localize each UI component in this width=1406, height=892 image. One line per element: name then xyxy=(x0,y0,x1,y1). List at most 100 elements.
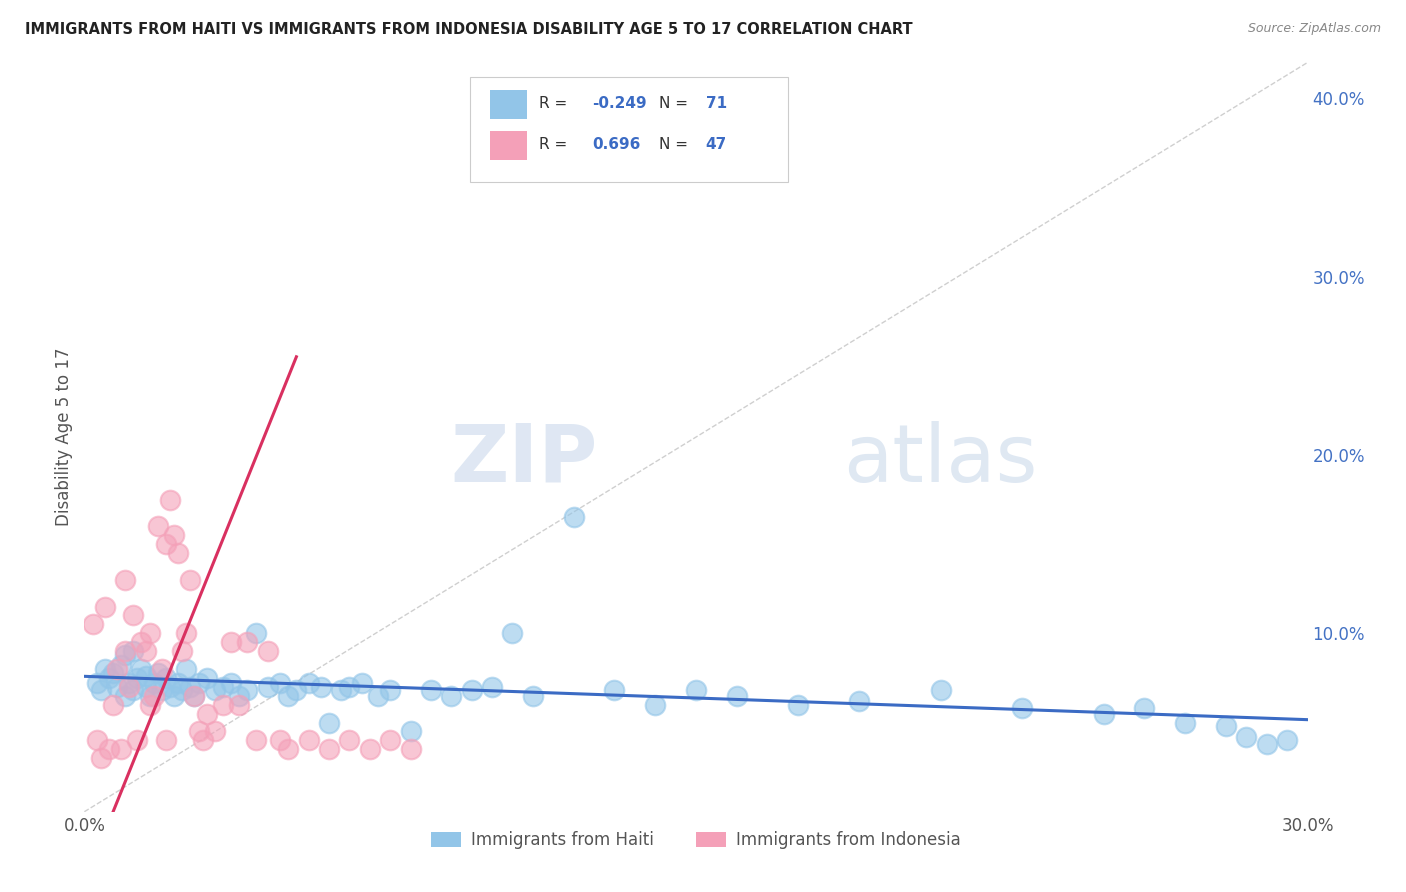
Point xyxy=(219,635,242,649)
Point xyxy=(163,689,186,703)
Point xyxy=(1011,701,1033,715)
Point xyxy=(146,665,169,680)
Point xyxy=(163,528,186,542)
Point xyxy=(725,689,748,703)
Point xyxy=(179,680,201,694)
Text: atlas: atlas xyxy=(842,420,1038,499)
Point xyxy=(277,742,299,756)
Point xyxy=(114,648,136,662)
Point xyxy=(228,698,250,712)
Point xyxy=(380,683,402,698)
Point xyxy=(110,742,132,756)
Point xyxy=(1215,719,1237,733)
Text: -0.249: -0.249 xyxy=(592,96,647,112)
Point xyxy=(138,689,160,703)
Point xyxy=(212,680,235,694)
Point xyxy=(1277,733,1299,747)
FancyBboxPatch shape xyxy=(470,78,787,182)
Point xyxy=(277,689,299,703)
Point xyxy=(118,680,141,694)
Point xyxy=(562,510,585,524)
Point xyxy=(420,683,443,698)
Point xyxy=(135,669,157,683)
Y-axis label: Disability Age 5 to 17: Disability Age 5 to 17 xyxy=(55,348,73,526)
Point xyxy=(118,676,141,690)
Legend: Immigrants from Haiti, Immigrants from Indonesia: Immigrants from Haiti, Immigrants from I… xyxy=(425,824,967,855)
Point xyxy=(298,733,321,747)
FancyBboxPatch shape xyxy=(491,90,527,119)
Point xyxy=(318,742,340,756)
Point xyxy=(1092,706,1115,721)
Point xyxy=(122,608,145,623)
Point xyxy=(131,662,153,676)
Point xyxy=(135,680,157,694)
Text: 71: 71 xyxy=(706,96,727,112)
Point xyxy=(110,658,132,673)
Point xyxy=(285,683,308,698)
Point xyxy=(138,698,160,712)
Point xyxy=(461,683,484,698)
Point xyxy=(90,683,112,698)
Text: 0.696: 0.696 xyxy=(592,137,640,153)
Point xyxy=(212,698,235,712)
Point xyxy=(114,689,136,703)
Point xyxy=(159,680,181,694)
Point xyxy=(127,733,149,747)
Point xyxy=(174,626,197,640)
Point xyxy=(174,662,197,676)
Point xyxy=(204,683,226,698)
Point xyxy=(440,689,463,703)
Point xyxy=(195,671,218,685)
Point xyxy=(269,676,291,690)
Point xyxy=(142,676,165,690)
Point xyxy=(1256,737,1278,751)
Point xyxy=(183,689,205,703)
Point xyxy=(146,519,169,533)
Point xyxy=(236,635,259,649)
FancyBboxPatch shape xyxy=(491,131,527,160)
Point xyxy=(86,676,108,690)
Text: 47: 47 xyxy=(706,137,727,153)
Point xyxy=(195,706,218,721)
Point xyxy=(135,644,157,658)
Point xyxy=(1174,715,1197,730)
Point xyxy=(97,742,120,756)
Point xyxy=(114,573,136,587)
Point xyxy=(685,683,707,698)
Point xyxy=(150,662,173,676)
Point xyxy=(179,573,201,587)
Point xyxy=(367,689,389,703)
Point xyxy=(380,733,402,747)
Point xyxy=(155,733,177,747)
Point xyxy=(318,715,340,730)
Point xyxy=(644,698,666,712)
Point xyxy=(257,644,280,658)
Point xyxy=(101,665,124,680)
Point xyxy=(167,546,190,560)
Point xyxy=(187,676,209,690)
Point xyxy=(399,742,422,756)
Point xyxy=(257,680,280,694)
Text: IMMIGRANTS FROM HAITI VS IMMIGRANTS FROM INDONESIA DISABILITY AGE 5 TO 17 CORREL: IMMIGRANTS FROM HAITI VS IMMIGRANTS FROM… xyxy=(25,22,912,37)
Point xyxy=(142,689,165,703)
Point xyxy=(1133,701,1156,715)
Point xyxy=(481,680,503,694)
Point xyxy=(522,689,544,703)
Point xyxy=(339,733,361,747)
Point xyxy=(399,724,422,739)
Point xyxy=(359,742,381,756)
Point xyxy=(155,671,177,685)
Text: N =: N = xyxy=(659,96,689,112)
Point xyxy=(848,694,870,708)
Point xyxy=(183,689,205,703)
Point xyxy=(298,676,321,690)
Point xyxy=(82,617,104,632)
Point xyxy=(269,733,291,747)
Point xyxy=(339,680,361,694)
Point xyxy=(236,683,259,698)
Point xyxy=(138,626,160,640)
Point xyxy=(309,680,332,694)
Point xyxy=(929,683,952,698)
Point xyxy=(122,644,145,658)
Point xyxy=(330,683,353,698)
